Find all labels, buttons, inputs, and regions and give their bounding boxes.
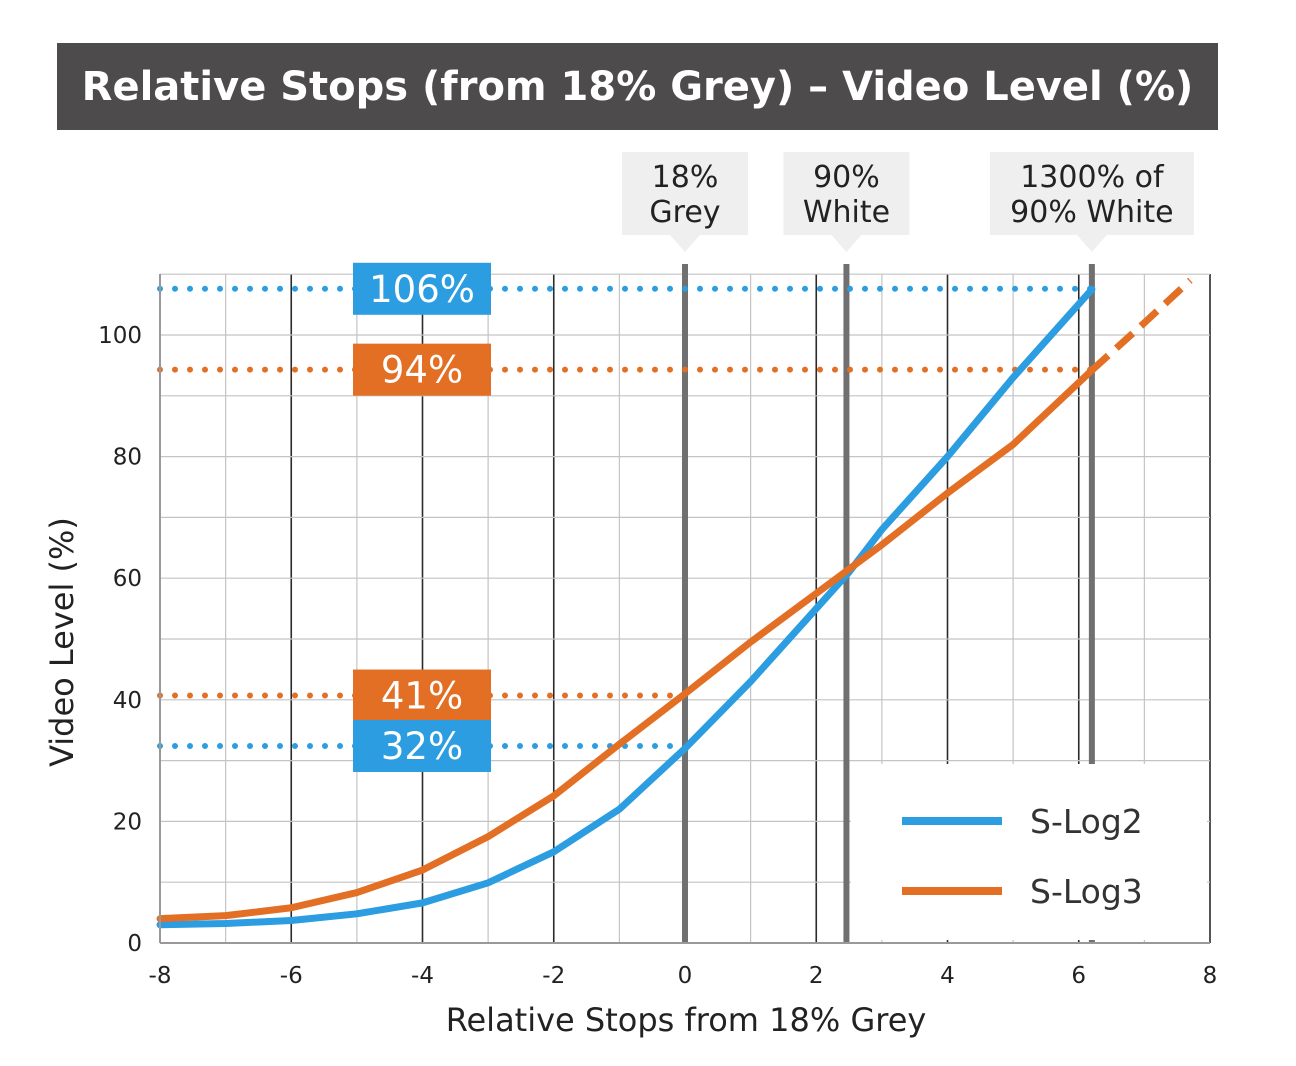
x-tick-label: -6 <box>280 963 303 989</box>
level-badge: 94% <box>353 343 491 396</box>
x-tick-label: 0 <box>678 963 693 989</box>
callout-label: 90% White <box>1010 195 1173 230</box>
legend-box <box>851 764 1207 940</box>
reference-callout: 90%White <box>783 152 910 252</box>
y-tick-label: 40 <box>113 688 142 714</box>
callout-box <box>989 152 1194 252</box>
x-tick-label: -2 <box>542 963 565 989</box>
series-line-s-log2 <box>156 285 1096 929</box>
legend: S-Log2 S-Log3 <box>851 764 1207 940</box>
badge-box <box>353 720 491 773</box>
series-extension-s-log3 <box>1089 277 1193 373</box>
badge-box <box>353 343 491 396</box>
callout-label: White <box>803 195 890 230</box>
badge-box <box>353 262 491 315</box>
badge-label: 94% <box>381 349 463 392</box>
x-tick-label: 2 <box>809 963 824 989</box>
y-axis-title: Video Level (%) <box>43 517 81 767</box>
x-tick-label: 4 <box>940 963 955 989</box>
legend-label: S-Log2 <box>1030 802 1143 841</box>
x-tick-label: -8 <box>149 963 172 989</box>
series-lines <box>156 277 1193 929</box>
y-tick-label: 0 <box>127 931 142 957</box>
level-badge: 106% <box>353 262 491 315</box>
callout-label: 18% <box>652 160 719 195</box>
badge-label: 32% <box>381 725 463 768</box>
x-tick-label: 6 <box>1071 963 1086 989</box>
y-tick-label: 60 <box>113 566 142 592</box>
y-tick-label: 100 <box>98 323 142 349</box>
badge-box <box>353 669 491 722</box>
level-badge: 32% <box>353 720 491 773</box>
level-badges: 106% 94% 41% 32% <box>353 262 491 773</box>
callout-box <box>783 152 910 252</box>
callout-box <box>622 152 748 252</box>
callout-label: 90% <box>813 160 880 195</box>
series-line-s-log3 <box>156 366 1096 923</box>
y-tick-label: 20 <box>113 809 142 835</box>
x-axis-title: Relative Stops from 18% Grey <box>446 1001 927 1039</box>
reference-callout: 18%Grey <box>622 152 748 252</box>
callout-label: Grey <box>649 195 720 230</box>
level-badge: 41% <box>353 669 491 722</box>
y-tick-label: 80 <box>113 445 142 471</box>
badge-label: 106% <box>369 268 475 311</box>
badge-label: 41% <box>381 675 463 718</box>
level-guides <box>157 285 1095 750</box>
chart-title: Relative Stops (from 18% Grey) – Video L… <box>57 43 1218 130</box>
callout-label: 1300% of <box>1020 160 1165 195</box>
legend-label: S-Log3 <box>1030 872 1143 911</box>
x-tick-label: 8 <box>1203 963 1218 989</box>
x-tick-label: -4 <box>411 963 434 989</box>
